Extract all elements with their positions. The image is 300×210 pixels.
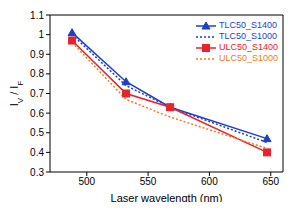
svg-text:0.6: 0.6 (30, 108, 44, 119)
html-text:ULC50_S1000: ULC50_S1000 (219, 53, 278, 63)
svg-text:IV / IF: IV / IF (8, 81, 25, 107)
html-text:ULC50_S1400: ULC50_S1400 (219, 42, 278, 52)
svg-text:1: 1 (38, 29, 44, 40)
svg-text:500: 500 (78, 176, 95, 187)
svg-text:0.8: 0.8 (30, 68, 44, 79)
html-text:TLC50_S1400: TLC50_S1400 (219, 20, 277, 30)
svg-text:650: 650 (262, 176, 279, 187)
svg-text:0.9: 0.9 (30, 49, 44, 60)
svg-text:550: 550 (140, 176, 157, 187)
html-text:TLC50_S1000: TLC50_S1000 (219, 31, 277, 41)
svg-text:Laser wavelength (nm): Laser wavelength (nm) (111, 192, 223, 202)
svg-text:0.4: 0.4 (30, 147, 44, 158)
svg-text:0.5: 0.5 (30, 127, 44, 138)
svg-text:1.1: 1.1 (30, 10, 44, 21)
svg-text:0.7: 0.7 (30, 88, 44, 99)
svg-text:0.3: 0.3 (30, 167, 44, 178)
svg-text:600: 600 (201, 176, 218, 187)
